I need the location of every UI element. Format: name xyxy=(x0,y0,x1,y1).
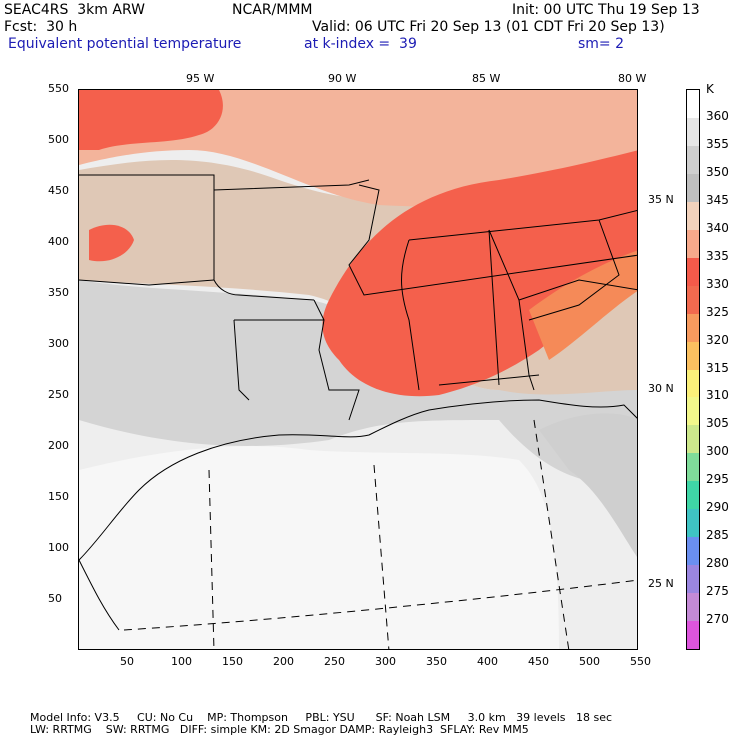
x-tick-label: 200 xyxy=(273,655,294,668)
colorbar-label: 290 xyxy=(706,500,729,515)
texas-coast xyxy=(79,559,120,631)
colorbar-swatch xyxy=(687,537,699,566)
x-tick-label: 150 xyxy=(222,655,243,668)
colorbar-label: 330 xyxy=(706,276,729,291)
colorbar-label: 315 xyxy=(706,360,729,375)
colorbar-swatch xyxy=(687,509,699,538)
colorbar-swatch xyxy=(687,145,699,175)
west-warm-blob xyxy=(89,224,134,262)
colorbar-swatch xyxy=(687,369,699,398)
colorbar-label: 355 xyxy=(706,136,729,151)
colorbar-swatch xyxy=(687,257,699,287)
x-tick-label: 300 xyxy=(375,655,396,668)
y-tick-label: 100 xyxy=(48,541,69,554)
y-tick-label: 150 xyxy=(48,490,69,503)
valid-time: Valid: 06 UTC Fri 20 Sep 13 (01 CDT Fri … xyxy=(312,19,665,35)
state-borders xyxy=(79,174,637,421)
x-tick-label: 400 xyxy=(477,655,498,668)
colorbar-swatch xyxy=(687,173,699,203)
x-tick-label: 500 xyxy=(579,655,600,668)
colorbar-swatch xyxy=(687,621,699,650)
colorbar-label: 280 xyxy=(706,556,729,571)
colorbar xyxy=(686,89,700,650)
colorbar-swatch xyxy=(687,481,699,510)
y-tick-label: 400 xyxy=(48,235,69,248)
x-tick-label: 350 xyxy=(426,655,447,668)
x-tick-label: 550 xyxy=(630,655,651,668)
footer-model-info: Model Info: V3.5 CU: No Cu MP: Thompson … xyxy=(30,711,613,724)
init-time: Init: 00 UTC Thu 19 Sep 13 xyxy=(512,2,700,18)
colorbar-label: 335 xyxy=(706,248,729,263)
forecast-hour: Fcst: 30 h xyxy=(4,19,78,35)
colorbar-label: 345 xyxy=(706,192,729,207)
colorbar-label: 340 xyxy=(706,220,729,235)
coastline xyxy=(79,399,637,561)
colorbar-label: 270 xyxy=(706,612,729,627)
y-tick-label: 50 xyxy=(48,592,62,605)
y-tick-label: 250 xyxy=(48,388,69,401)
colorbar-swatch xyxy=(687,341,699,370)
y-tick-label: 300 xyxy=(48,337,69,350)
footer-physics-info: LW: RRTMG SW: RRTMG DIFF: simple KM: 2D … xyxy=(30,723,529,736)
colorbar-label: 275 xyxy=(706,584,729,599)
y-tick-label: 500 xyxy=(48,133,69,146)
y-tick-label: 450 xyxy=(48,184,69,197)
colorbar-label: 300 xyxy=(706,444,729,459)
lat-label-30n: 30 N xyxy=(648,382,674,395)
colorbar-swatch xyxy=(687,565,699,594)
field-name: Equivalent potential temperature xyxy=(8,36,242,52)
colorbar-label: 305 xyxy=(706,416,729,431)
colorbar-label: 295 xyxy=(706,472,729,487)
model-title: SEAC4RS 3km ARW xyxy=(4,2,145,18)
gray-band xyxy=(79,280,637,490)
colorbar-swatch xyxy=(687,229,699,259)
lon-label-85w: 85 W xyxy=(472,72,501,85)
orange-strip xyxy=(529,250,637,360)
x-tick-label: 450 xyxy=(528,655,549,668)
colorbar-swatch xyxy=(687,201,699,231)
graticule xyxy=(123,419,637,649)
x-tick-label: 50 xyxy=(120,655,134,668)
colorbar-label: 285 xyxy=(706,528,729,543)
lon-label-95w: 95 W xyxy=(186,72,215,85)
florida-gray xyxy=(539,413,637,557)
lat-label-25n: 25 N xyxy=(648,577,674,590)
colorbar-unit: K xyxy=(706,82,714,96)
colorbar-swatch xyxy=(687,313,699,343)
map-panel xyxy=(78,89,638,650)
y-tick-label: 550 xyxy=(48,82,69,95)
colorbar-swatch xyxy=(687,453,699,482)
smoothing-label: sm= 2 xyxy=(578,36,625,52)
colorbar-label: 350 xyxy=(706,164,729,179)
colorbar-swatch xyxy=(687,397,699,426)
x-tick-label: 100 xyxy=(171,655,192,668)
theta-e-map xyxy=(79,90,637,649)
colorbar-label: 310 xyxy=(706,388,729,403)
warm-core xyxy=(322,150,637,397)
lat-label-35n: 35 N xyxy=(648,193,674,206)
colorbar-label: 320 xyxy=(706,332,729,347)
nw-warm-blob xyxy=(79,90,223,150)
org-label: NCAR/MMM xyxy=(232,2,313,18)
lon-label-90w: 90 W xyxy=(328,72,357,85)
level-label: at k-index = 39 xyxy=(304,36,417,52)
colorbar-swatch xyxy=(687,117,699,147)
y-tick-label: 350 xyxy=(48,286,69,299)
colorbar-swatch xyxy=(687,285,699,315)
colorbar-swatch xyxy=(687,90,699,119)
colorbar-label: 325 xyxy=(706,304,729,319)
lon-label-80w: 80 W xyxy=(618,72,647,85)
y-tick-label: 200 xyxy=(48,439,69,452)
gulf-bright xyxy=(79,446,559,649)
colorbar-swatch xyxy=(687,425,699,454)
colorbar-label: 360 xyxy=(706,108,729,123)
x-tick-label: 250 xyxy=(324,655,345,668)
colorbar-swatch xyxy=(687,593,699,622)
